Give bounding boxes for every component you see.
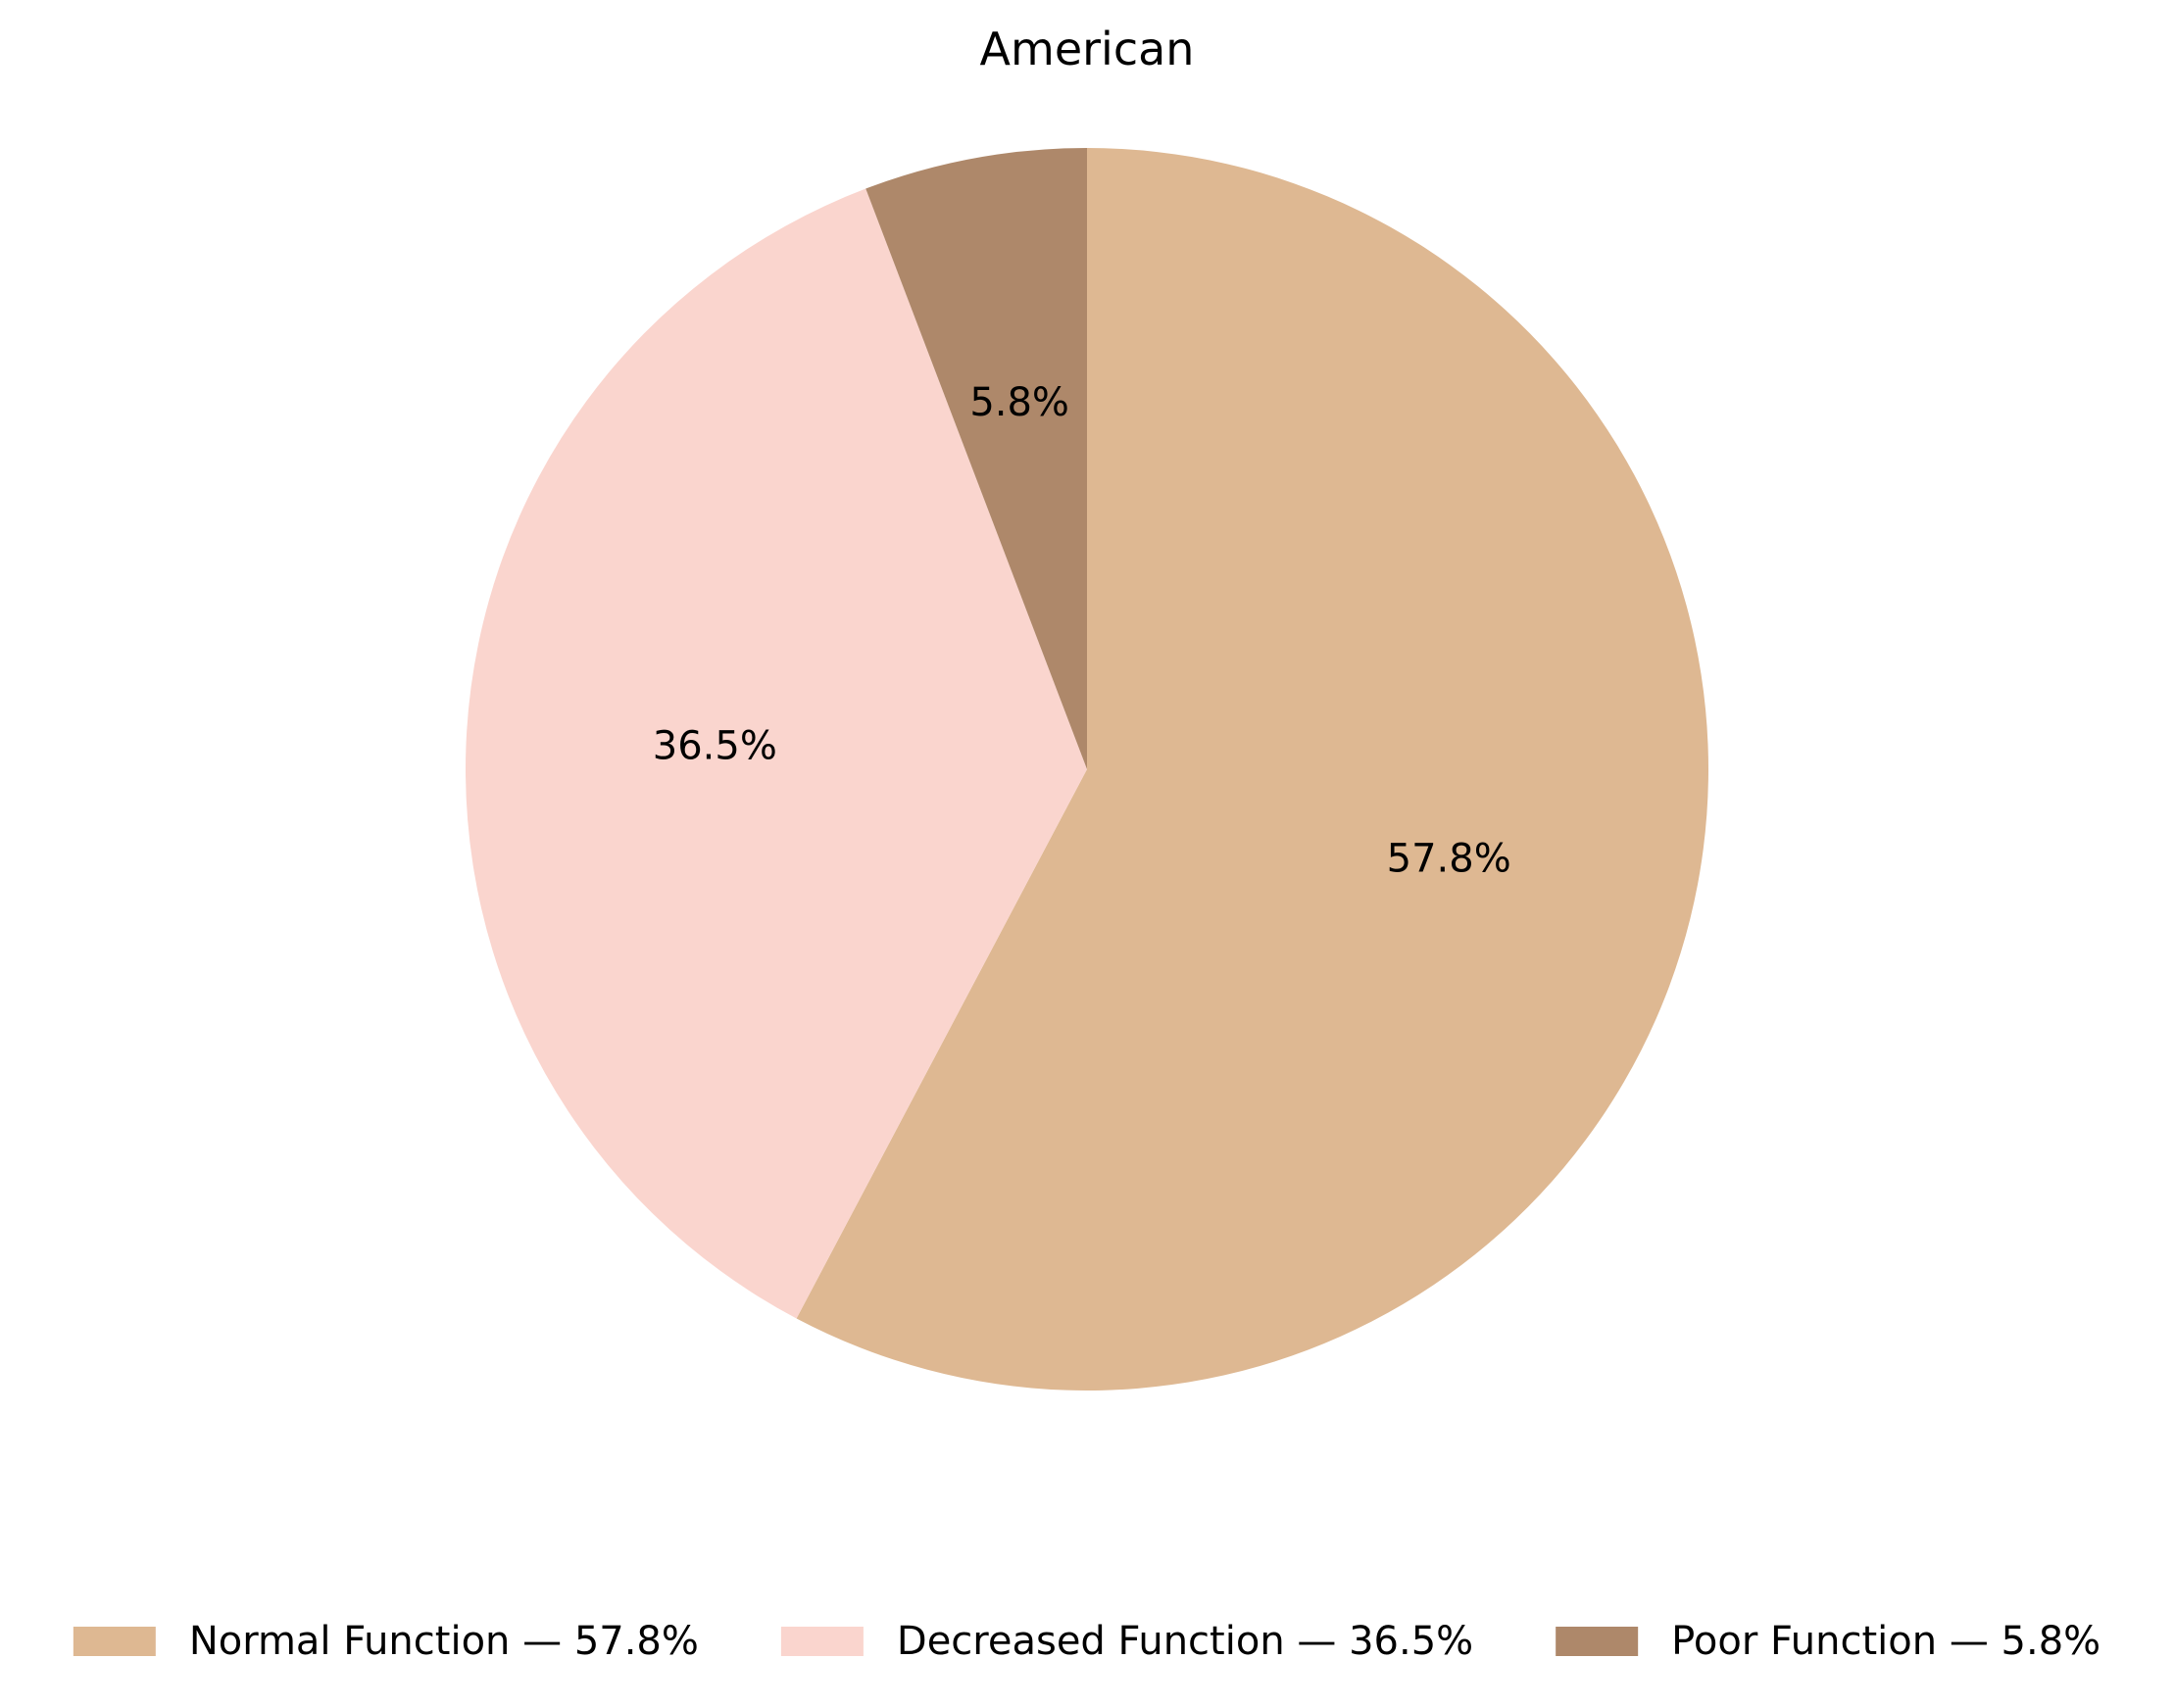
legend-label: Normal Function — 57.8% <box>189 1619 699 1664</box>
legend-swatch <box>780 1627 864 1656</box>
pie-slice-poor-function <box>865 148 1087 769</box>
legend-item: Decreased Function — 36.5% <box>780 1619 1473 1664</box>
slice-percent-label: 57.8% <box>1387 837 1511 882</box>
pie-slices <box>466 148 1708 1391</box>
legend-item: Normal Function — 57.8% <box>73 1619 699 1664</box>
pie-slice-decreased-function <box>466 188 1087 1319</box>
slice-percent-label: 5.8% <box>969 380 1069 425</box>
chart-legend: Normal Function — 57.8% Decreased Functio… <box>73 1619 2100 1664</box>
pie-slice-labels: 57.8% 36.5% 5.8% <box>653 380 1511 882</box>
legend-label: Poor Function — 5.8% <box>1671 1619 2100 1664</box>
chart-title: American <box>980 23 1195 75</box>
pie-slice-normal-function <box>796 148 1708 1391</box>
legend-swatch <box>1556 1627 1639 1656</box>
legend-item: Poor Function — 5.8% <box>1556 1619 2100 1664</box>
slice-percent-label: 36.5% <box>653 724 777 769</box>
legend-swatch <box>73 1627 156 1656</box>
legend-label: Decreased Function — 36.5% <box>897 1619 1473 1664</box>
